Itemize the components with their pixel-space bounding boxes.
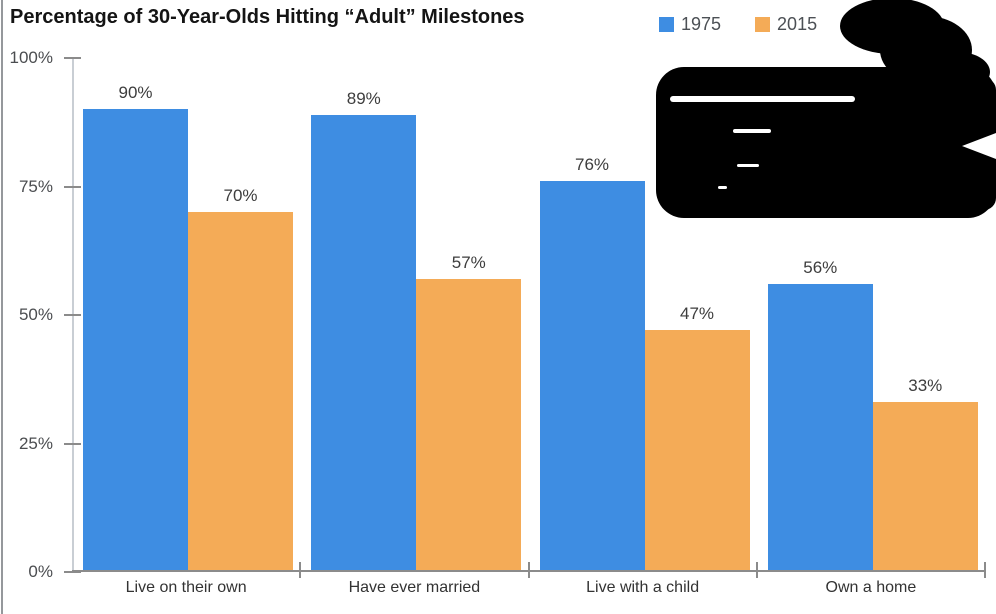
bar-2015: 57% xyxy=(416,253,522,572)
category-label: Live with a child xyxy=(586,579,700,596)
bar-group: 89% 57% xyxy=(300,58,528,572)
bar-1975: 89% xyxy=(311,89,417,572)
category-labels-row: Live on their own Have ever married Live w… xyxy=(72,579,985,597)
legend-label: 1975 xyxy=(681,14,722,34)
y-tick-label: 50% xyxy=(18,305,53,324)
bar-1975: 90% xyxy=(83,83,188,572)
y-tick-label: 75% xyxy=(18,176,53,196)
bar-value-label: 76% xyxy=(574,155,610,175)
y-tick xyxy=(64,57,81,59)
bar-value-label: 47% xyxy=(679,304,715,324)
legend-swatch-icon xyxy=(659,16,674,32)
y-tick xyxy=(64,185,81,188)
y-tick-label: 100% xyxy=(9,48,53,67)
bar-group: 76% 47% xyxy=(529,58,757,572)
y-tick xyxy=(64,314,81,316)
bar-group: 90% 70% xyxy=(72,58,300,572)
chart-title: Percentage of 30-Year-Olds Hitting “Adul… xyxy=(10,6,525,28)
x-tick xyxy=(527,562,530,578)
x-tick xyxy=(755,562,758,578)
bar-value-label: 56% xyxy=(803,258,838,278)
x-tick xyxy=(984,562,986,578)
redaction-scribble xyxy=(656,0,996,218)
left-border-line xyxy=(1,0,3,614)
legend-item-2015: 2015 xyxy=(755,15,817,33)
category-label: Own a home xyxy=(825,579,917,596)
y-tick xyxy=(64,571,81,573)
y-tick xyxy=(64,442,81,445)
y-tick-label: 25% xyxy=(18,433,53,453)
bar-1975: 56% xyxy=(767,258,873,572)
bar-2015: 47% xyxy=(644,304,750,572)
legend: 1975 2015 xyxy=(659,15,817,33)
bar-2015: 70% xyxy=(188,186,293,572)
plot-area: 90% 70% 89% 57% 76% 47% 56% 33% xyxy=(72,58,985,572)
y-tick-label: 0% xyxy=(28,562,53,581)
bar-group: 56% 33% xyxy=(757,58,985,572)
bar-value-label: 90% xyxy=(118,83,153,103)
bar-value-label: 89% xyxy=(346,88,381,108)
bar-value-label: 70% xyxy=(223,186,258,206)
category-label: Live on their own xyxy=(125,579,247,596)
bar-value-label: 57% xyxy=(451,253,486,272)
category-label: Have ever married xyxy=(348,579,481,596)
x-tick xyxy=(299,562,302,578)
bar-value-label: 33% xyxy=(908,376,943,396)
legend-label: 2015 xyxy=(777,14,818,34)
bar-2015: 33% xyxy=(872,376,978,572)
legend-item-1975: 1975 xyxy=(659,15,721,33)
legend-swatch-icon xyxy=(755,16,771,32)
bar-1975: 76% xyxy=(539,155,645,572)
